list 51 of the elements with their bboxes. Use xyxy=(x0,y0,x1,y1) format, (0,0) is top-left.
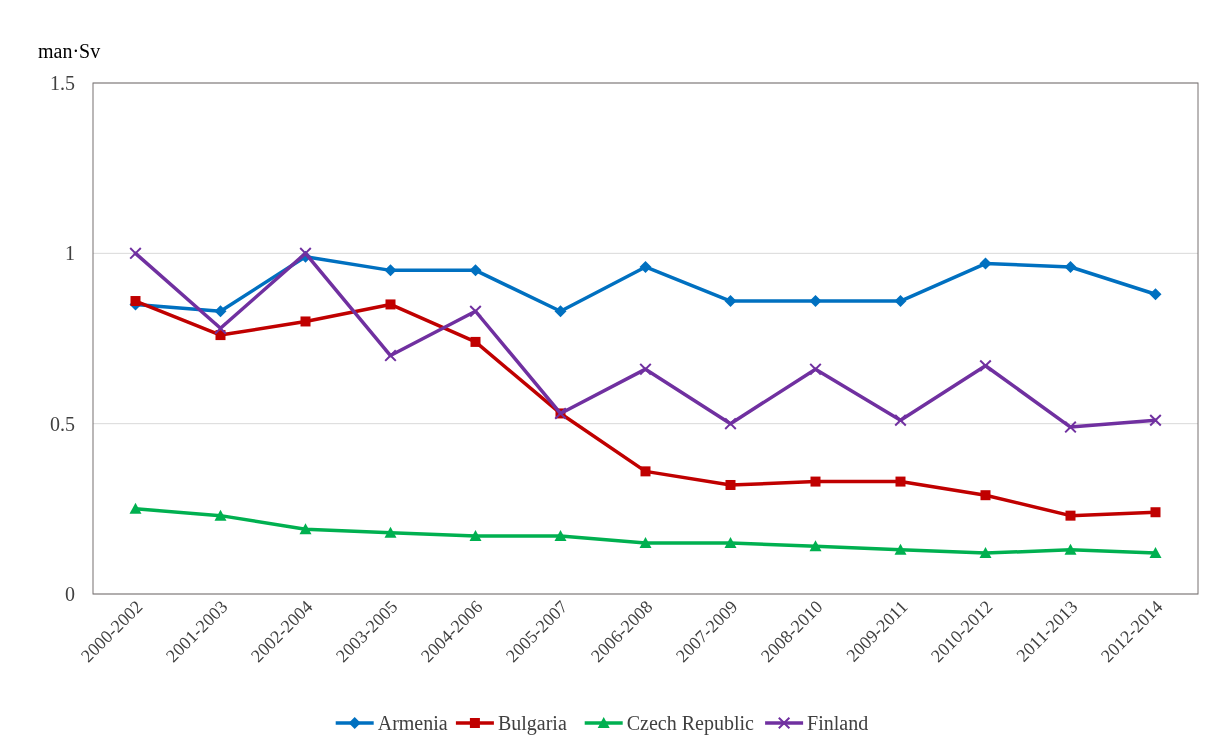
point xyxy=(894,295,907,308)
point xyxy=(554,305,567,318)
point xyxy=(724,295,737,308)
y-tick-label: 0.5 xyxy=(50,412,75,435)
point xyxy=(724,417,737,430)
point xyxy=(384,526,397,538)
point xyxy=(1149,288,1162,301)
point xyxy=(214,509,227,521)
y-tick-label: 0 xyxy=(65,583,75,605)
point xyxy=(1149,547,1162,559)
point xyxy=(979,359,992,372)
point xyxy=(809,540,822,552)
point xyxy=(214,305,227,318)
point xyxy=(130,296,141,307)
point xyxy=(214,322,227,335)
point xyxy=(1149,414,1162,427)
y-axis-title: man·Sv xyxy=(38,40,101,62)
point xyxy=(894,543,907,555)
point xyxy=(1065,510,1076,521)
point xyxy=(809,295,822,308)
point xyxy=(469,305,482,318)
point xyxy=(1064,543,1077,555)
point xyxy=(1150,507,1161,518)
point xyxy=(895,476,906,487)
point xyxy=(300,316,311,327)
point xyxy=(809,363,822,376)
point xyxy=(554,530,567,542)
point xyxy=(385,299,396,310)
legend-label: Czech Republic xyxy=(626,712,754,735)
point xyxy=(894,414,907,427)
point xyxy=(470,336,481,347)
point xyxy=(469,530,482,542)
y-tick-label: 1.5 xyxy=(50,72,75,94)
point xyxy=(129,502,142,514)
y-tick-label: 1 xyxy=(65,242,75,265)
point xyxy=(639,536,652,548)
point xyxy=(639,260,652,273)
point xyxy=(980,490,991,501)
legend-label: Finland xyxy=(807,712,869,734)
point xyxy=(725,479,736,490)
point xyxy=(979,547,992,559)
point xyxy=(299,523,312,535)
point xyxy=(810,476,821,487)
legend-label: Bulgaria xyxy=(497,712,567,735)
point xyxy=(129,247,142,260)
point xyxy=(724,536,737,548)
legend-label: Armenia xyxy=(377,712,448,734)
point xyxy=(639,363,652,376)
point xyxy=(384,349,397,362)
point xyxy=(1064,260,1077,273)
point xyxy=(640,466,651,477)
